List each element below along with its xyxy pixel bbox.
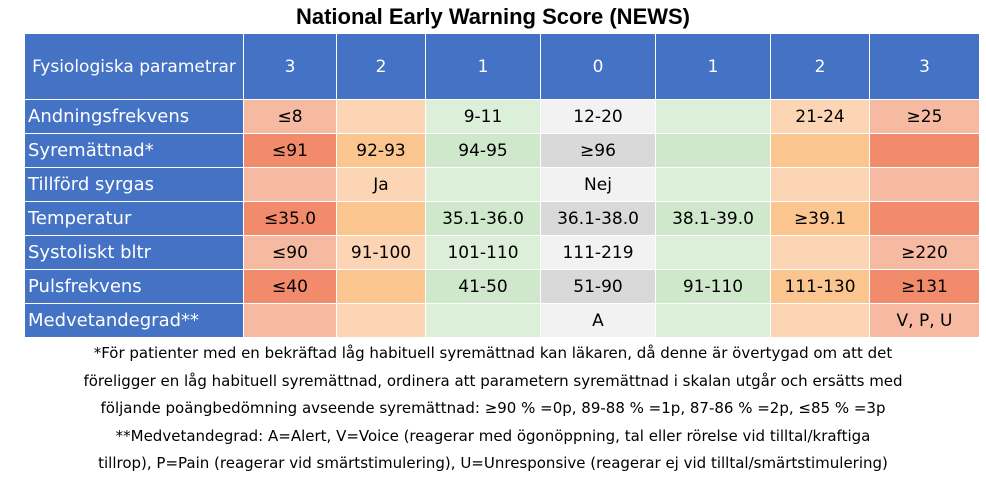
score-column-header: 0 bbox=[541, 34, 656, 100]
score-cell bbox=[244, 304, 337, 338]
score-cell: 36.1-38.0 bbox=[541, 202, 656, 236]
page-title: National Early Warning Score (NEWS) bbox=[295, 4, 691, 29]
score-cell bbox=[771, 134, 870, 168]
table-row: Pulsfrekvens ≤40 41-50 51-90 91-110 111-130 ≥1… bbox=[25, 270, 980, 304]
footnote-line: tillrop), P=Pain (reagerar vid smärtstim… bbox=[98, 454, 888, 472]
score-cell bbox=[337, 100, 426, 134]
score-column-header: 1 bbox=[656, 34, 771, 100]
score-cell: 35.1-36.0 bbox=[426, 202, 541, 236]
parameter-column-header: Fysiologiska parametrar bbox=[25, 34, 244, 100]
score-cell: ≥96 bbox=[541, 134, 656, 168]
score-cell bbox=[656, 236, 771, 270]
score-cell bbox=[656, 304, 771, 338]
score-cell: Nej bbox=[541, 168, 656, 202]
score-cell bbox=[244, 168, 337, 202]
score-cell: ≤35.0 bbox=[244, 202, 337, 236]
score-cell: ≥131 bbox=[870, 270, 980, 304]
table-row: Medvetandegrad** A V, P, U bbox=[25, 304, 980, 338]
score-cell bbox=[656, 100, 771, 134]
score-cell bbox=[337, 304, 426, 338]
score-cell: 94-95 bbox=[426, 134, 541, 168]
score-cell: ≤91 bbox=[244, 134, 337, 168]
score-cell bbox=[870, 168, 980, 202]
score-column-header: 2 bbox=[337, 34, 426, 100]
score-column-header: 2 bbox=[771, 34, 870, 100]
score-cell: ≤8 bbox=[244, 100, 337, 134]
score-cell bbox=[870, 202, 980, 236]
score-cell: 12-20 bbox=[541, 100, 656, 134]
table-row: Tillförd syrgas Ja Nej bbox=[25, 168, 980, 202]
score-cell: V, P, U bbox=[870, 304, 980, 338]
score-cell: Ja bbox=[337, 168, 426, 202]
score-cell bbox=[337, 270, 426, 304]
score-cell bbox=[656, 134, 771, 168]
row-label: Andningsfrekvens bbox=[25, 100, 244, 134]
score-cell bbox=[771, 304, 870, 338]
score-cell bbox=[771, 236, 870, 270]
table-row: Syremättnad* ≤91 92-93 94-95 ≥96 bbox=[25, 134, 980, 168]
footnotes: *För patienter med en bekräftad låg habi… bbox=[8, 340, 978, 478]
score-cell: ≤90 bbox=[244, 236, 337, 270]
score-cell: 111-219 bbox=[541, 236, 656, 270]
row-label: Syremättnad* bbox=[25, 134, 244, 168]
footnote-line: föreligger en låg habituell syremättnad,… bbox=[83, 371, 903, 390]
score-cell: ≤40 bbox=[244, 270, 337, 304]
score-cell: ≥39.1 bbox=[771, 202, 870, 236]
score-cell: 38.1-39.0 bbox=[656, 202, 771, 236]
row-label: Pulsfrekvens bbox=[25, 270, 244, 304]
row-label: Systoliskt bltr bbox=[25, 236, 244, 270]
table-row: Systoliskt bltr ≤90 91-100 101-110 111-219 ≥2… bbox=[25, 236, 980, 270]
score-column-header: 3 bbox=[870, 34, 980, 100]
score-cell bbox=[656, 168, 771, 202]
score-cell: 92-93 bbox=[337, 134, 426, 168]
score-cell: ≥220 bbox=[870, 236, 980, 270]
footnote-line: följande poängbedömning avseende syremät… bbox=[100, 399, 886, 417]
row-label: Medvetandegrad** bbox=[25, 304, 244, 338]
score-cell: ≥25 bbox=[870, 100, 980, 134]
score-cell: 101-110 bbox=[426, 236, 541, 270]
footnote-line: *För patienter med en bekräftad låg habi… bbox=[93, 344, 893, 362]
score-cell: 91-110 bbox=[656, 270, 771, 304]
score-cell: 9-11 bbox=[426, 100, 541, 134]
score-cell bbox=[771, 168, 870, 202]
score-cell bbox=[337, 202, 426, 236]
score-cell bbox=[426, 168, 541, 202]
score-cell: 51-90 bbox=[541, 270, 656, 304]
news-score-table: Fysiologiska parametrar 3 2 1 0 1 2 3 An… bbox=[25, 34, 980, 338]
score-cell: 111-130 bbox=[771, 270, 870, 304]
footnote-line: **Medvetandegrad: A=Alert, V=Voice (reag… bbox=[115, 426, 871, 445]
score-cell: 21-24 bbox=[771, 100, 870, 134]
score-cell bbox=[426, 304, 541, 338]
table-row: Andningsfrekvens ≤8 9-11 12-20 21-24 ≥25 bbox=[25, 100, 980, 134]
score-cell bbox=[870, 134, 980, 168]
score-column-header: 3 bbox=[244, 34, 337, 100]
score-column-header: 1 bbox=[426, 34, 541, 100]
score-cell: 41-50 bbox=[426, 270, 541, 304]
table-row: Temperatur ≤35.0 35.1-36.0 36.1-38.0 38.1-39… bbox=[25, 202, 980, 236]
table-header-row: Fysiologiska parametrar 3 2 1 0 1 2 3 bbox=[25, 34, 980, 100]
score-cell: 91-100 bbox=[337, 236, 426, 270]
row-label: Temperatur bbox=[25, 202, 244, 236]
row-label: Tillförd syrgas bbox=[25, 168, 244, 202]
score-cell: A bbox=[541, 304, 656, 338]
